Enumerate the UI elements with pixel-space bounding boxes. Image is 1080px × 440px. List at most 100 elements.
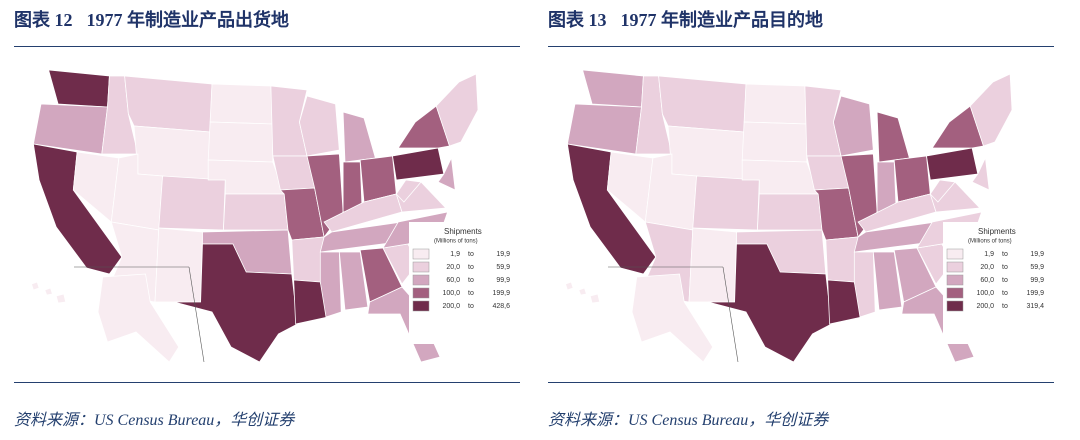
map: Shipments (Millions of tons) 1,9 to 19,9 20,0…	[31, 69, 519, 363]
state	[926, 147, 979, 181]
legend-connector: to	[468, 277, 474, 284]
state	[435, 73, 479, 147]
state	[342, 111, 376, 163]
figure-caption: 1977 年制造业产品目的地	[620, 10, 824, 30]
state	[743, 83, 808, 125]
state	[293, 279, 329, 325]
us-map	[565, 69, 1013, 363]
legend-swatch	[946, 300, 964, 312]
legend-title: Shipments	[444, 227, 482, 236]
legend-swatch	[412, 287, 430, 299]
state	[97, 273, 180, 363]
state	[929, 179, 956, 203]
state	[133, 125, 211, 181]
state	[741, 121, 808, 163]
state	[631, 273, 714, 363]
legend-swatch	[946, 248, 964, 260]
state	[207, 121, 274, 163]
legend-connector: to	[468, 290, 474, 297]
state	[667, 125, 745, 181]
state	[827, 279, 863, 325]
alaska-divider	[722, 266, 739, 363]
state	[437, 156, 456, 191]
legend-subtitle: (Millions of tons)	[434, 239, 478, 245]
state	[582, 69, 644, 108]
state	[853, 251, 876, 318]
figure: 图表 13 1977 年制造业产品目的地 Shipments (Millions o…	[548, 0, 1054, 440]
legend-connector: to	[1002, 264, 1008, 271]
state	[154, 227, 203, 303]
state	[291, 236, 325, 283]
state	[124, 75, 213, 133]
rule	[14, 46, 520, 47]
state	[589, 293, 601, 304]
legend-subtitle: (Millions of tons)	[968, 239, 1012, 245]
legend-swatch	[412, 300, 430, 312]
legend-swatch	[946, 274, 964, 286]
legend-to: 59,9	[496, 264, 510, 271]
legend-connector: to	[468, 251, 474, 258]
legend-to: 19,9	[1030, 251, 1044, 258]
legend-from: 200,0	[976, 303, 994, 310]
alaska-divider	[188, 266, 205, 363]
legend-from: 100,0	[442, 290, 460, 297]
legend-from: 20,0	[980, 264, 994, 271]
state	[692, 175, 760, 231]
state	[209, 83, 274, 125]
legend-connector: to	[1002, 277, 1008, 284]
figure-title: 图表 13 1977 年制造业产品目的地	[548, 6, 823, 32]
state	[48, 69, 110, 108]
legend-connector: to	[468, 264, 474, 271]
legend-swatch	[412, 274, 430, 286]
state	[395, 179, 422, 203]
state	[658, 75, 747, 133]
legend-to: 319,4	[1026, 303, 1044, 310]
rule	[14, 382, 520, 383]
legend-swatch	[946, 261, 964, 273]
legend-from: 1,9	[450, 251, 460, 258]
legend-connector: to	[1002, 303, 1008, 310]
state	[55, 293, 67, 304]
legend-to: 99,9	[496, 277, 510, 284]
state	[299, 95, 340, 157]
figure-label: 图表 13	[548, 10, 607, 30]
state	[338, 251, 369, 311]
legend-from: 1,9	[984, 251, 994, 258]
state	[392, 147, 445, 181]
state	[872, 251, 903, 311]
legend-swatch	[946, 287, 964, 299]
legend-title: Shipments	[978, 227, 1016, 236]
legend-to: 199,9	[492, 290, 510, 297]
figure: 图表 12 1977 年制造业产品出货地 Shipments (Millions o…	[14, 0, 520, 440]
state	[319, 251, 342, 318]
legend-connector: to	[1002, 251, 1008, 258]
state	[158, 175, 226, 231]
legend-from: 60,0	[446, 277, 460, 284]
state	[31, 281, 40, 291]
state	[756, 193, 823, 231]
legend-from: 60,0	[980, 277, 994, 284]
state	[833, 95, 874, 157]
legend-connector: to	[468, 303, 474, 310]
legend-from: 200,0	[442, 303, 460, 310]
state	[971, 156, 990, 191]
figure-caption: 1977 年制造业产品出货地	[86, 10, 290, 30]
legend-to: 19,9	[496, 251, 510, 258]
us-map	[31, 69, 479, 363]
rule	[548, 46, 1054, 47]
figure-title: 图表 12 1977 年制造业产品出货地	[14, 6, 289, 32]
legend-connector: to	[1002, 290, 1008, 297]
state	[707, 243, 832, 363]
state	[565, 281, 574, 291]
state	[825, 236, 859, 283]
legend-to: 428,6	[492, 303, 510, 310]
legend-from: 100,0	[976, 290, 994, 297]
legend-swatch	[412, 261, 430, 273]
figure-source: 资料来源：US Census Bureau，华创证券	[14, 412, 295, 429]
state	[173, 243, 298, 363]
legend-to: 59,9	[1030, 264, 1044, 271]
legend-to: 99,9	[1030, 277, 1044, 284]
state	[222, 193, 289, 231]
state	[44, 287, 53, 296]
